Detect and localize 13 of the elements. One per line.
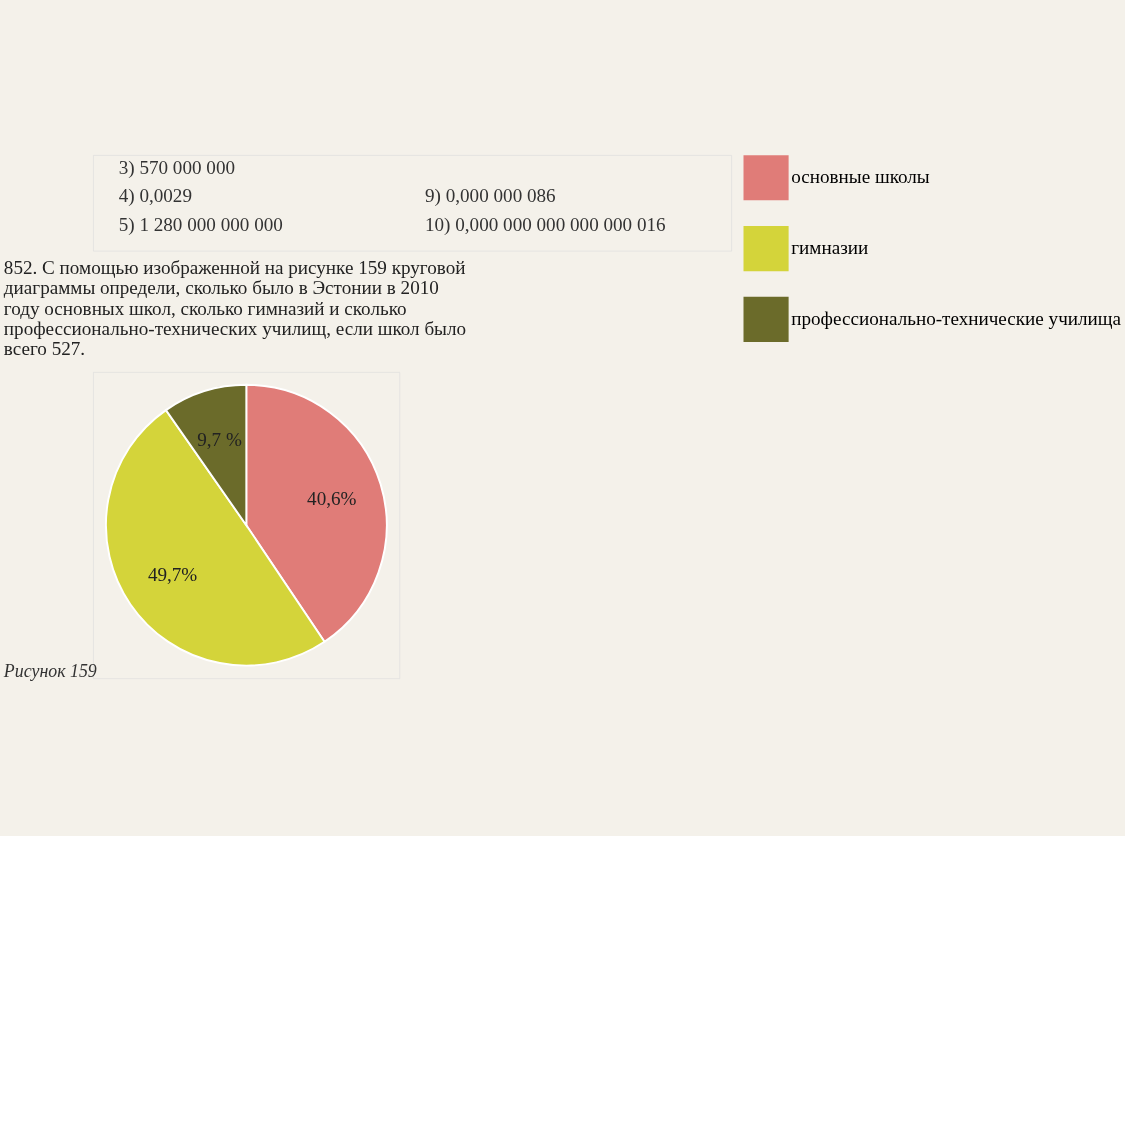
- text: 3) 570 000 000: [118, 156, 236, 179]
- data-label: 49,7%: [147, 564, 198, 586]
- text: 5) 1 280 000 000 000: [118, 214, 283, 237]
- legend-label: гимназии: [791, 237, 869, 259]
- text: 852. С помощью изображенной на рисунке 159 круговой диаграммы определи, сколько было в Эстонии в 2010 году основных школ, сколько гимназий и сколько профессионально-технических училищ, если школ было всего 527.: [3, 256, 467, 360]
- data-label: 40,6%: [307, 487, 357, 509]
- text: Рисунок 159: [2, 661, 97, 682]
- text: 10) 0,000 000 000 000 000 016: [424, 214, 666, 237]
- text: 4) 0,0029: [118, 185, 192, 208]
- legend-label: основные школы: [791, 166, 930, 188]
- text: 9) 0,000 000 086: [424, 185, 556, 208]
- data-label: 9,7 %: [197, 428, 242, 450]
- legend-label: профессионально-технические училища: [791, 308, 1122, 330]
